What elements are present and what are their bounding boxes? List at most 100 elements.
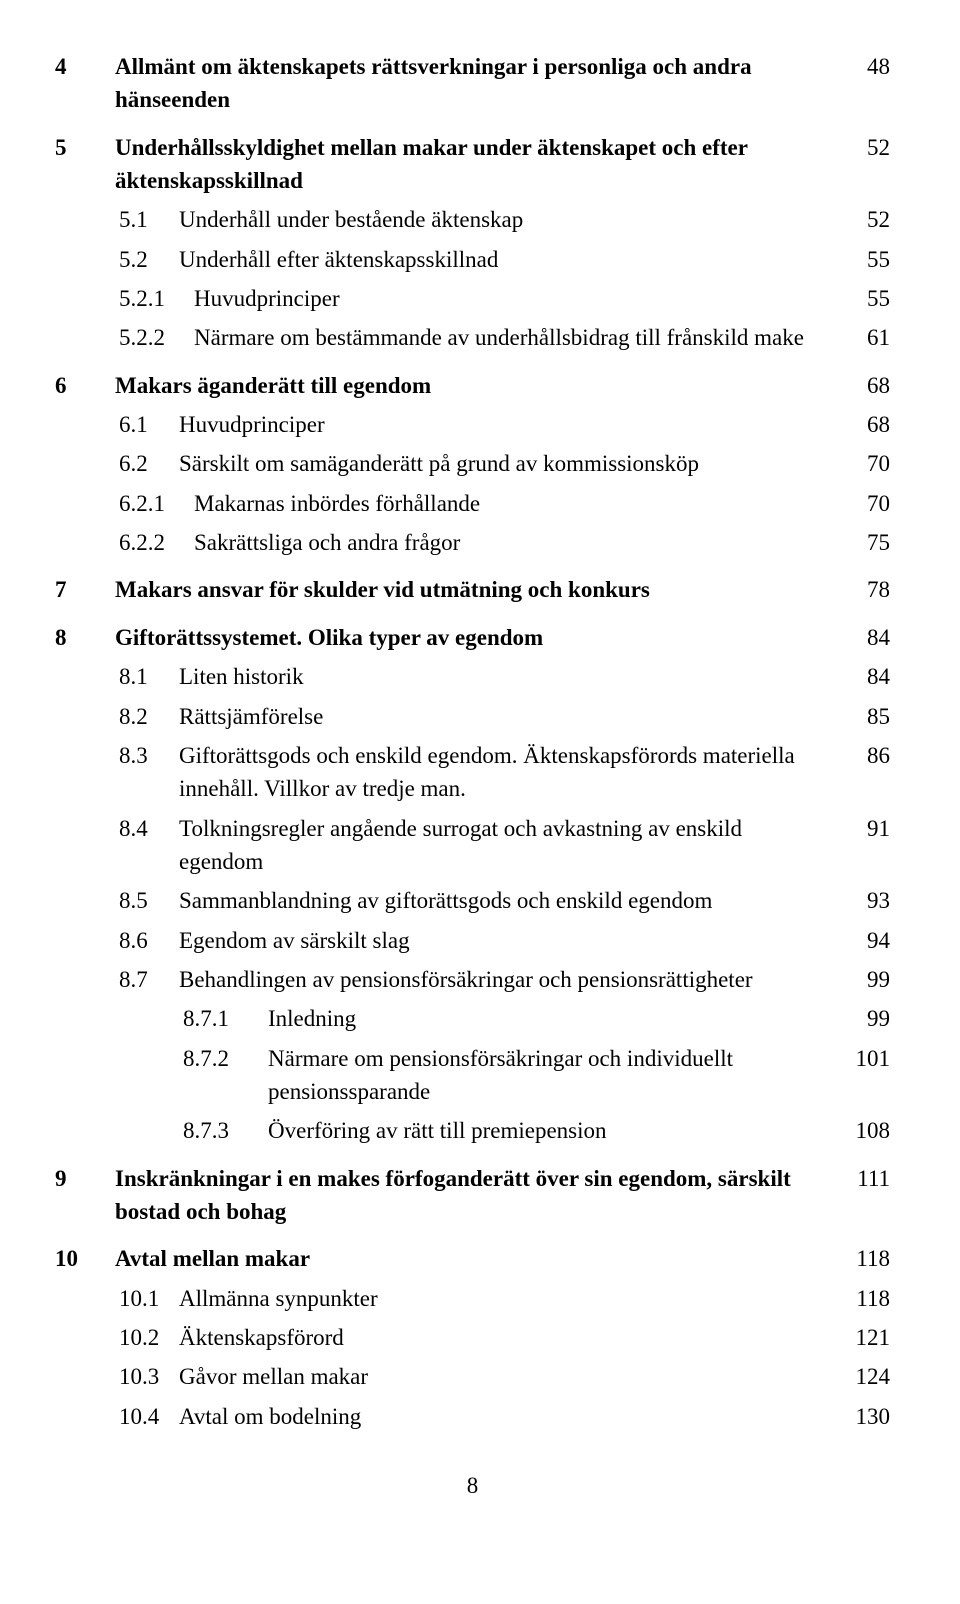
toc-entry-title: Huvudprinciper: [179, 408, 835, 441]
toc-entry-title: Sakrättsliga och andra frågor: [194, 526, 835, 559]
toc-entry-title: Tolkningsregler angående surrogat och av…: [179, 812, 835, 879]
toc-row: 8.7Behandlingen av pensionsförsäkringar …: [119, 963, 890, 996]
toc-entry-page: 52: [835, 131, 890, 164]
toc-row: 8.3Giftorättsgods och enskild egendom. Ä…: [119, 739, 890, 806]
toc-row: 10.4Avtal om bodelning130: [119, 1400, 890, 1433]
toc-row: 6.2.2Sakrättsliga och andra frågor75: [119, 526, 890, 559]
toc-entry-number: 8.7.2: [183, 1042, 268, 1075]
toc-entry-number: 10.1: [119, 1282, 179, 1315]
toc-entry-number: 5.2: [119, 243, 179, 276]
toc-row: 10Avtal mellan makar118: [55, 1242, 890, 1275]
toc-row: 8.5Sammanblandning av giftorättsgods och…: [119, 884, 890, 917]
toc-entry-title: Allmänt om äktenskapets rättsverkningar …: [115, 50, 835, 117]
toc-entry-page: 118: [835, 1282, 890, 1315]
toc-entry-title: Sammanblandning av giftorättsgods och en…: [179, 884, 835, 917]
toc-row: 8.7.3Överföring av rätt till premiepensi…: [183, 1114, 890, 1147]
toc-entry-page: 70: [835, 447, 890, 480]
toc-entry-page: 61: [835, 321, 890, 354]
toc-entry-number: 6.2.2: [119, 526, 194, 559]
toc-row: 8.7.2Närmare om pensionsförsäkringar och…: [183, 1042, 890, 1109]
toc-entry-title: Äktenskapsförord: [179, 1321, 835, 1354]
toc-entry-number: 8.2: [119, 700, 179, 733]
toc-entry-title: Inskränkningar i en makes förfoganderätt…: [115, 1162, 835, 1229]
toc-entry-title: Särskilt om samäganderätt på grund av ko…: [179, 447, 835, 480]
toc-row: 6.1Huvudprinciper68: [119, 408, 890, 441]
toc-entry-page: 78: [835, 573, 890, 606]
toc-entry-title: Huvudprinciper: [194, 282, 835, 315]
toc-row: 8.1Liten historik84: [119, 660, 890, 693]
toc-entry-number: 8.4: [119, 812, 179, 845]
toc-entry-number: 8.5: [119, 884, 179, 917]
toc-row: 8.7.1Inledning99: [183, 1002, 890, 1035]
toc-entry-page: 84: [835, 660, 890, 693]
toc-entry-number: 6: [55, 369, 115, 402]
page-container: 4Allmänt om äktenskapets rättsverkningar…: [0, 0, 960, 1604]
toc-row: 8.2Rättsjämförelse85: [119, 700, 890, 733]
toc-entry-title: Rättsjämförelse: [179, 700, 835, 733]
toc-entry-title: Giftorättssystemet. Olika typer av egend…: [115, 621, 835, 654]
toc-entry-page: 94: [835, 924, 890, 957]
toc-entry-title: Gåvor mellan makar: [179, 1360, 835, 1393]
toc-entry-page: 99: [835, 963, 890, 996]
toc-entry-number: 8.7: [119, 963, 179, 996]
toc-entry-page: 52: [835, 203, 890, 236]
toc-entry-number: 5.2.1: [119, 282, 194, 315]
toc-entry-title: Egendom av särskilt slag: [179, 924, 835, 957]
toc-entry-page: 91: [835, 812, 890, 845]
toc-entry-number: 4: [55, 50, 115, 83]
toc-entry-page: 118: [835, 1242, 890, 1275]
toc-entry-title: Överföring av rätt till premiepension: [268, 1114, 835, 1147]
toc-entry-title: Liten historik: [179, 660, 835, 693]
toc-entry-title: Makars äganderätt till egendom: [115, 369, 835, 402]
toc-row: 5Underhållsskyldighet mellan makar under…: [55, 131, 890, 198]
toc-entry-page: 124: [835, 1360, 890, 1393]
toc-entry-page: 55: [835, 243, 890, 276]
toc-entry-number: 6.2: [119, 447, 179, 480]
toc-row: 6.2.1Makarnas inbördes förhållande70: [119, 487, 890, 520]
toc-entry-page: 86: [835, 739, 890, 772]
toc-entry-title: Närmare om bestämmande av underhållsbidr…: [194, 321, 835, 354]
toc-row: 5.2.1Huvudprinciper55: [119, 282, 890, 315]
toc-row: 5.2Underhåll efter äktenskapsskillnad55: [119, 243, 890, 276]
toc-entry-number: 6.1: [119, 408, 179, 441]
toc-entry-title: Avtal mellan makar: [115, 1242, 835, 1275]
toc-row: 4Allmänt om äktenskapets rättsverkningar…: [55, 50, 890, 117]
toc-row: 5.1Underhåll under bestående äktenskap52: [119, 203, 890, 236]
toc-entry-number: 10.4: [119, 1400, 179, 1433]
toc-entry-title: Avtal om bodelning: [179, 1400, 835, 1433]
toc-entry-number: 8.7.1: [183, 1002, 268, 1035]
toc-entry-number: 9: [55, 1162, 115, 1195]
toc-row: 8.6Egendom av särskilt slag94: [119, 924, 890, 957]
toc-row: 8Giftorättssystemet. Olika typer av egen…: [55, 621, 890, 654]
toc-entry-number: 6.2.1: [119, 487, 194, 520]
toc-entry-number: 8.6: [119, 924, 179, 957]
toc-entry-page: 70: [835, 487, 890, 520]
toc-entry-title: Allmänna synpunkter: [179, 1282, 835, 1315]
toc-row: 6.2Särskilt om samäganderätt på grund av…: [119, 447, 890, 480]
toc-entry-number: 8.7.3: [183, 1114, 268, 1147]
toc-entry-page: 68: [835, 369, 890, 402]
toc-row: 10.3Gåvor mellan makar124: [119, 1360, 890, 1393]
toc-entry-number: 7: [55, 573, 115, 606]
toc-entry-page: 84: [835, 621, 890, 654]
toc-entry-title: Underhåll efter äktenskapsskillnad: [179, 243, 835, 276]
toc-row: 9Inskränkningar i en makes förfoganderät…: [55, 1162, 890, 1229]
toc-entry-page: 55: [835, 282, 890, 315]
toc-entry-number: 8.1: [119, 660, 179, 693]
toc-entry-page: 93: [835, 884, 890, 917]
toc-entry-page: 121: [835, 1321, 890, 1354]
toc-row: 6Makars äganderätt till egendom68: [55, 369, 890, 402]
toc-entry-title: Närmare om pensionsförsäkringar och indi…: [268, 1042, 835, 1109]
toc-entry-number: 5.1: [119, 203, 179, 236]
toc-row: 10.2Äktenskapsförord121: [119, 1321, 890, 1354]
toc-entry-title: Makarnas inbördes förhållande: [194, 487, 835, 520]
toc-entry-page: 48: [835, 50, 890, 83]
toc-entry-page: 111: [835, 1162, 890, 1195]
toc-entry-page: 130: [835, 1400, 890, 1433]
toc-entry-title: Inledning: [268, 1002, 835, 1035]
toc-entry-title: Makars ansvar för skulder vid utmätning …: [115, 573, 835, 606]
toc-row: 5.2.2Närmare om bestämmande av underhåll…: [119, 321, 890, 354]
toc-entry-number: 8: [55, 621, 115, 654]
toc-entry-page: 108: [835, 1114, 890, 1147]
toc-entry-number: 10: [55, 1242, 115, 1275]
